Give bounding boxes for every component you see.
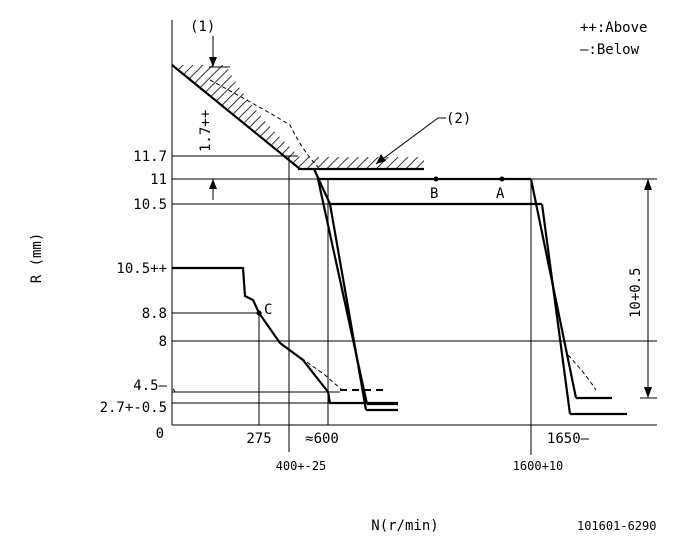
x-tick-1650: 1650— xyxy=(547,431,590,447)
hatched-limit-region xyxy=(171,64,424,171)
y-tick-8-8: 8.8 xyxy=(142,306,167,322)
callout-1: (1) xyxy=(190,19,215,35)
point-b-label: B xyxy=(430,186,438,202)
x-tick-600: ≈600 xyxy=(305,431,339,447)
legend-below: —:Below xyxy=(580,42,640,58)
y-tick-11: 11 xyxy=(150,172,167,188)
reference-lines xyxy=(172,66,657,404)
x-tick-labels: 275 ≈600 400+-25 1650— 1600+10 xyxy=(246,431,589,473)
dimension-markers xyxy=(172,36,652,398)
drawing-number: 101601-6290 xyxy=(577,519,656,533)
x-axis-title: N(r/min) xyxy=(371,518,438,534)
y-tick-4-5: 4.5— xyxy=(133,378,167,394)
point-b-dot xyxy=(433,176,439,182)
y-tick-10-5: 10.5 xyxy=(133,197,167,213)
main-characteristic-curves xyxy=(172,168,627,416)
y-tick-11-7: 11.7 xyxy=(133,149,167,165)
y-tick-10-5-plus: 10.5++ xyxy=(116,261,167,277)
dimension-1-7: 1.7++ xyxy=(198,110,214,152)
y-tick-2-7: 2.7+-0.5 xyxy=(100,400,167,416)
y-tick-8: 8 xyxy=(159,334,167,350)
x-tick-400: 400+-25 xyxy=(276,459,327,473)
callout-leaders xyxy=(375,117,446,165)
legend-above: ++:Above xyxy=(580,20,647,36)
origin-label: 0 xyxy=(156,426,164,442)
x-tick-275: 275 xyxy=(246,431,271,447)
dimension-10: 10+0.5 xyxy=(628,267,644,318)
marker-points xyxy=(256,176,505,316)
callout-2: (2) xyxy=(446,111,471,127)
point-a-label: A xyxy=(496,186,505,202)
point-a-dot xyxy=(499,176,505,182)
point-c-dot xyxy=(256,310,262,316)
x-tick-1600: 1600+10 xyxy=(513,459,564,473)
y-tick-labels: 11.7 11 10.5 10.5++ 8.8 8 4.5— 2.7+-0.5 … xyxy=(100,149,168,442)
axes xyxy=(171,20,657,426)
y-axis-title: R (mm) xyxy=(29,233,45,284)
point-c-label: C xyxy=(264,302,272,318)
